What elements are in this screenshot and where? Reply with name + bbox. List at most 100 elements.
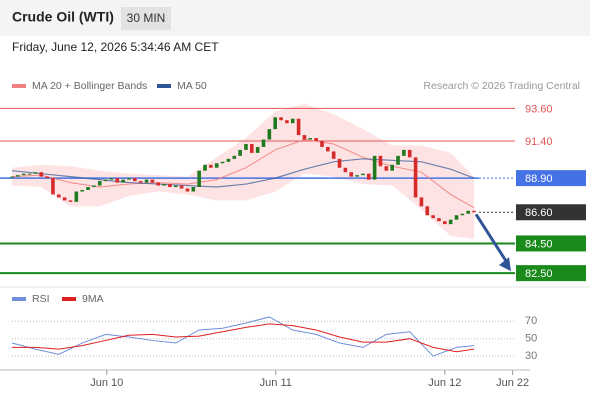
level-box [516,204,586,221]
candle [203,164,207,171]
legend-label: MA 20 + Bollinger Bands [32,80,147,92]
x-tick-label: Jun 11 [260,377,292,389]
candle [454,215,459,220]
y-tick-label: 70 [525,315,537,327]
y-tick-label: 30 [525,350,537,362]
candle [384,166,389,171]
candle [448,219,453,225]
candle [56,194,61,198]
timestamp: Friday, June 12, 2026 5:34:46 AM CET [12,40,219,54]
candle [133,178,137,182]
candle [80,190,84,192]
timeframe[interactable]: 30 MIN [127,11,166,25]
candle [326,146,330,152]
candle [267,129,272,140]
candle [302,135,307,140]
candle [349,172,354,177]
candle [27,173,32,175]
level-label: 84.50 [525,238,553,250]
candle [372,155,377,180]
level-label: 86.60 [525,207,553,219]
candle [296,118,301,136]
level-label: 88.90 [525,173,553,185]
candle [366,173,371,180]
candle [443,221,447,225]
x-tick-label: Jun 10 [90,377,123,389]
candle [343,167,348,173]
candle [115,178,120,183]
candle [413,157,418,198]
legend-swatch [12,84,26,88]
candle [150,179,155,183]
candle [39,172,44,177]
candle [361,173,365,176]
candle [197,170,201,188]
candle [378,155,383,167]
candle [466,210,471,214]
candle [92,185,96,188]
y-tick-label: 50 [525,333,537,345]
candle [168,184,172,188]
header-bar [0,0,590,36]
candle [290,118,295,124]
candle [86,187,90,190]
legend-swatch [62,297,76,301]
candle [121,179,125,183]
candle [109,178,114,180]
legend-swatch [12,297,26,301]
candle [191,187,196,192]
indicator-line [11,316,475,357]
forecast-arrow [474,213,510,265]
credit: Research © 2026 Trading Central [423,80,580,92]
candle [244,143,248,150]
candle [431,215,435,219]
candle [472,210,476,213]
candle [103,179,108,182]
level-box [516,170,586,187]
timeframe-button[interactable] [121,7,171,30]
candle [138,181,143,183]
candle [337,158,342,168]
legend-swatch [157,84,171,88]
legend-label: RSI [32,293,50,305]
candle [185,188,190,192]
x-tick-label: Jun 22 [496,377,529,389]
indicator-line [12,323,475,353]
candle [162,184,166,186]
candle [232,155,237,159]
level-label: 91.40 [525,136,553,148]
legend-label: 9MA [82,293,104,305]
candle [173,185,178,188]
candle [314,138,318,142]
candle [460,213,465,216]
candle [68,200,73,202]
candle [402,149,406,156]
legend-label: MA 50 [177,80,207,92]
candle [396,155,400,165]
candle [179,185,184,189]
candle [156,182,161,186]
level-box [516,265,586,282]
moving-average [11,139,475,209]
candle [45,176,49,179]
level-label: 93.60 [525,103,553,115]
candle [331,151,336,159]
candle [21,173,26,176]
candle [62,197,67,201]
candle [273,117,277,130]
candle [261,139,266,147]
candle [437,218,441,222]
candle [238,149,242,156]
candle [214,163,219,168]
moving-average [11,158,475,188]
candle [250,143,254,153]
candle [127,178,131,180]
candle [320,141,324,147]
candle [255,146,260,153]
candle [407,149,412,158]
candle [144,179,149,183]
chart-title: Crude Oil (WTI) [12,9,114,25]
candle [308,138,313,140]
candle [16,175,20,177]
